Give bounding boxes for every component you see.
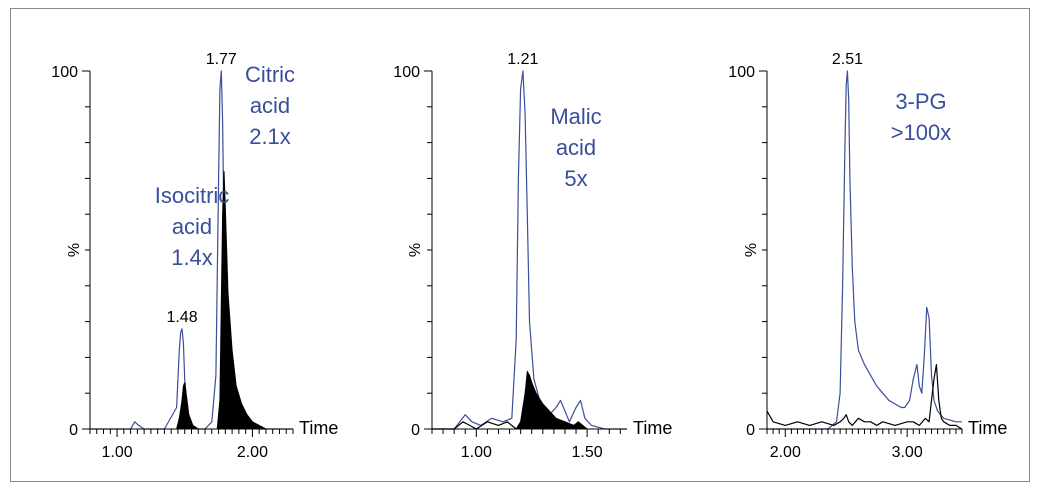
x-tick-label: 3.00 xyxy=(892,444,923,461)
compound-annotation: 1.4x xyxy=(171,245,213,270)
compound-annotation: Malic xyxy=(550,104,601,129)
y-axis-label: % xyxy=(66,243,83,257)
series-line-black xyxy=(766,364,963,430)
compound-annotation: 5x xyxy=(564,166,587,191)
series-filled-trace xyxy=(175,171,293,430)
x-tick-label: 1.00 xyxy=(461,444,492,461)
x-axis-label: Time xyxy=(968,418,1007,438)
compound-annotation: >100x xyxy=(891,120,952,145)
panel-malic-acid: 0 100% 1.00 1.50 Time 1.21 Malic acid 5x xyxy=(393,51,672,461)
peak-label: 1.21 xyxy=(507,51,538,68)
y-tick-label: 100 xyxy=(393,64,420,81)
x-axis-label: Time xyxy=(299,418,338,438)
peak-label: 1.77 xyxy=(206,51,237,68)
compound-annotation: acid xyxy=(556,135,596,160)
y-tick-label: 100 xyxy=(51,64,78,81)
figure-frame: 0 100% 1.00 2.00 Time 1.77 1.48 Citric acid 2.1x I… xyxy=(10,8,1030,482)
x-axis-label: Time xyxy=(633,418,672,438)
y-axis-label: % xyxy=(407,243,424,257)
compound-annotation: 2.1x xyxy=(249,124,291,149)
compound-annotation: 3-PG xyxy=(895,89,946,114)
series-filled-trace xyxy=(515,370,627,430)
y-axis-label: % xyxy=(743,243,760,257)
chromatogram-figure: 0 100% 1.00 2.00 Time 1.77 1.48 Citric acid 2.1x I… xyxy=(51,51,1007,461)
compound-annotation: Citric xyxy=(245,62,295,87)
compound-annotation: Isocitric xyxy=(155,183,230,208)
y-tick-label: 0 xyxy=(411,422,420,439)
y-tick-label: 0 xyxy=(69,422,78,439)
series-line-blue xyxy=(767,70,962,430)
peak-label: 1.48 xyxy=(166,309,197,326)
peak-label: 2.51 xyxy=(832,51,863,68)
panel-citric-acid: 0 100% 1.00 2.00 Time 1.77 1.48 Citric acid 2.1x I… xyxy=(51,51,338,461)
y-tick-label: 0 xyxy=(746,422,755,439)
x-tick-label: 1.00 xyxy=(101,444,132,461)
y-tick-label: 100 xyxy=(728,64,755,81)
x-tick-label: 2.00 xyxy=(770,444,801,461)
panel-3pg: 0 100% 2.00 3.00 Time 2.51 3-PG >100x xyxy=(728,51,1007,461)
x-tick-label: 2.00 xyxy=(237,444,268,461)
compound-annotation: acid xyxy=(250,93,290,118)
x-tick-label: 1.50 xyxy=(572,444,603,461)
compound-annotation: acid xyxy=(172,214,212,239)
